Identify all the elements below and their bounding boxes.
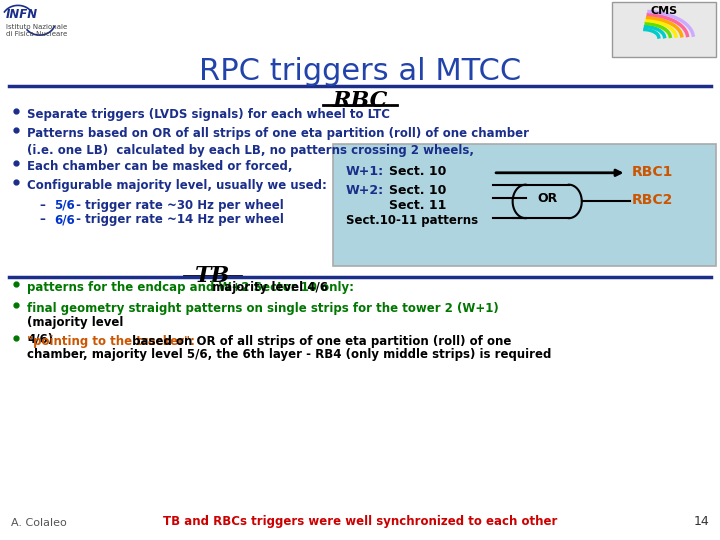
Text: –: – <box>40 199 54 212</box>
Text: Separate triggers (LVDS signals) for each wheel to LTC: Separate triggers (LVDS signals) for eac… <box>27 108 390 121</box>
Text: Istituto Nazionale
di Fisica Nucleare: Istituto Nazionale di Fisica Nucleare <box>6 24 67 37</box>
Text: RBC: RBC <box>333 90 387 112</box>
Text: patterns for the endcap and W+2 Sector 10 only:: patterns for the endcap and W+2 Sector 1… <box>27 281 354 294</box>
Text: "pointing to the tracker":: "pointing to the tracker": <box>27 335 195 348</box>
Text: RBC2: RBC2 <box>632 193 673 207</box>
Text: CMS: CMS <box>650 6 678 17</box>
Text: - trigger rate ~14 Hz per wheel: - trigger rate ~14 Hz per wheel <box>72 213 284 226</box>
Text: majority level 4/6: majority level 4/6 <box>208 281 328 294</box>
Text: Sect. 10: Sect. 10 <box>389 184 446 197</box>
Text: Sect. 10: Sect. 10 <box>389 165 446 178</box>
Text: - trigger rate ~30 Hz per wheel: - trigger rate ~30 Hz per wheel <box>72 199 284 212</box>
Text: INFN: INFN <box>6 8 38 21</box>
Text: W+1:: W+1: <box>346 165 384 178</box>
Text: TB and RBCs triggers were well synchronized to each other: TB and RBCs triggers were well synchroni… <box>163 515 557 528</box>
Text: Sect.10-11 patterns: Sect.10-11 patterns <box>346 214 478 227</box>
Text: Sect. 11: Sect. 11 <box>389 199 446 212</box>
Text: OR: OR <box>537 192 557 205</box>
Text: RBC1: RBC1 <box>632 165 673 179</box>
FancyBboxPatch shape <box>333 144 716 266</box>
Text: chamber, majority level 5/6, the 6th layer - RB4 (only middle strips) is require: chamber, majority level 5/6, the 6th lay… <box>27 348 552 361</box>
Text: A. Colaleo: A. Colaleo <box>11 518 66 528</box>
Text: RPC triggers al MTCC: RPC triggers al MTCC <box>199 57 521 86</box>
Text: Patterns based on OR of all strips of one eta partition (roll) of one chamber
(i: Patterns based on OR of all strips of on… <box>27 127 529 157</box>
Text: Configurable majority level, usually we used:: Configurable majority level, usually we … <box>27 179 327 192</box>
Text: based on OR of all strips of one eta partition (roll) of one: based on OR of all strips of one eta par… <box>127 335 511 348</box>
FancyBboxPatch shape <box>612 2 716 57</box>
Text: Each chamber can be masked or forced,: Each chamber can be masked or forced, <box>27 160 293 173</box>
Text: 5/6: 5/6 <box>54 199 75 212</box>
Text: TB: TB <box>195 265 230 287</box>
Text: final geometry straight patterns on single strips for the tower 2 (W+1): final geometry straight patterns on sing… <box>27 302 499 315</box>
Text: –: – <box>40 213 54 226</box>
Text: W+2:: W+2: <box>346 184 384 197</box>
Text: 6/6: 6/6 <box>54 213 75 226</box>
Text: (majority level
4/6): (majority level 4/6) <box>27 316 124 346</box>
Text: 14: 14 <box>693 515 709 528</box>
